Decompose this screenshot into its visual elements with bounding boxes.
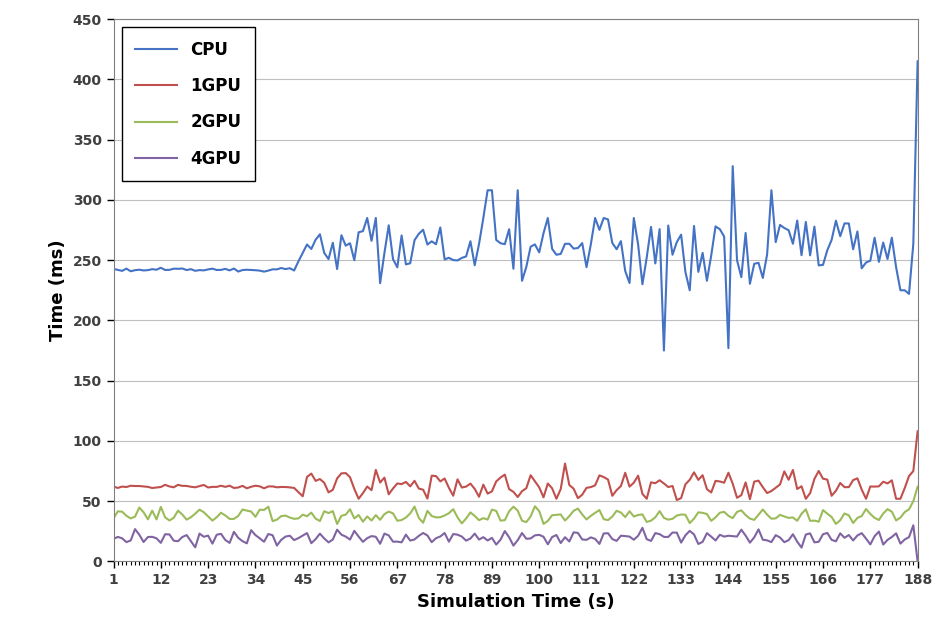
2GPU bbox=[113, 507, 124, 515]
1GPU bbox=[375, 478, 386, 486]
4GPU bbox=[375, 540, 386, 547]
CPU bbox=[890, 263, 902, 271]
4GPU bbox=[400, 531, 412, 538]
1GPU bbox=[189, 484, 201, 491]
Legend: CPU, 1GPU, 2GPU, 4GPU: CPU, 1GPU, 2GPU, 4GPU bbox=[122, 27, 254, 181]
1GPU bbox=[912, 427, 923, 435]
1GPU bbox=[108, 483, 119, 491]
1GPU bbox=[113, 484, 124, 492]
CPU bbox=[400, 260, 412, 268]
X-axis label: Simulation Time (s): Simulation Time (s) bbox=[417, 593, 614, 611]
CPU bbox=[189, 267, 201, 274]
CPU bbox=[113, 266, 124, 274]
Line: 4GPU: 4GPU bbox=[114, 525, 918, 561]
Line: 1GPU: 1GPU bbox=[114, 431, 918, 500]
Line: CPU: CPU bbox=[114, 61, 918, 350]
CPU bbox=[658, 346, 670, 354]
1GPU bbox=[400, 478, 412, 486]
4GPU bbox=[113, 533, 124, 541]
1GPU bbox=[671, 496, 682, 504]
2GPU bbox=[331, 520, 342, 528]
4GPU bbox=[108, 535, 119, 543]
1GPU bbox=[353, 495, 364, 503]
2GPU bbox=[189, 510, 201, 517]
4GPU bbox=[189, 544, 201, 551]
CPU bbox=[108, 265, 119, 272]
2GPU bbox=[912, 483, 923, 491]
CPU bbox=[353, 228, 364, 236]
Y-axis label: Time (ms): Time (ms) bbox=[49, 239, 67, 341]
CPU bbox=[375, 279, 386, 287]
2GPU bbox=[405, 510, 416, 517]
4GPU bbox=[353, 533, 364, 540]
4GPU bbox=[912, 558, 923, 565]
1GPU bbox=[890, 495, 902, 503]
2GPU bbox=[378, 510, 390, 518]
4GPU bbox=[886, 533, 898, 541]
2GPU bbox=[108, 515, 119, 523]
4GPU bbox=[907, 521, 919, 529]
CPU bbox=[912, 57, 923, 65]
2GPU bbox=[358, 518, 369, 526]
Line: 2GPU: 2GPU bbox=[114, 487, 918, 524]
2GPU bbox=[890, 517, 902, 524]
